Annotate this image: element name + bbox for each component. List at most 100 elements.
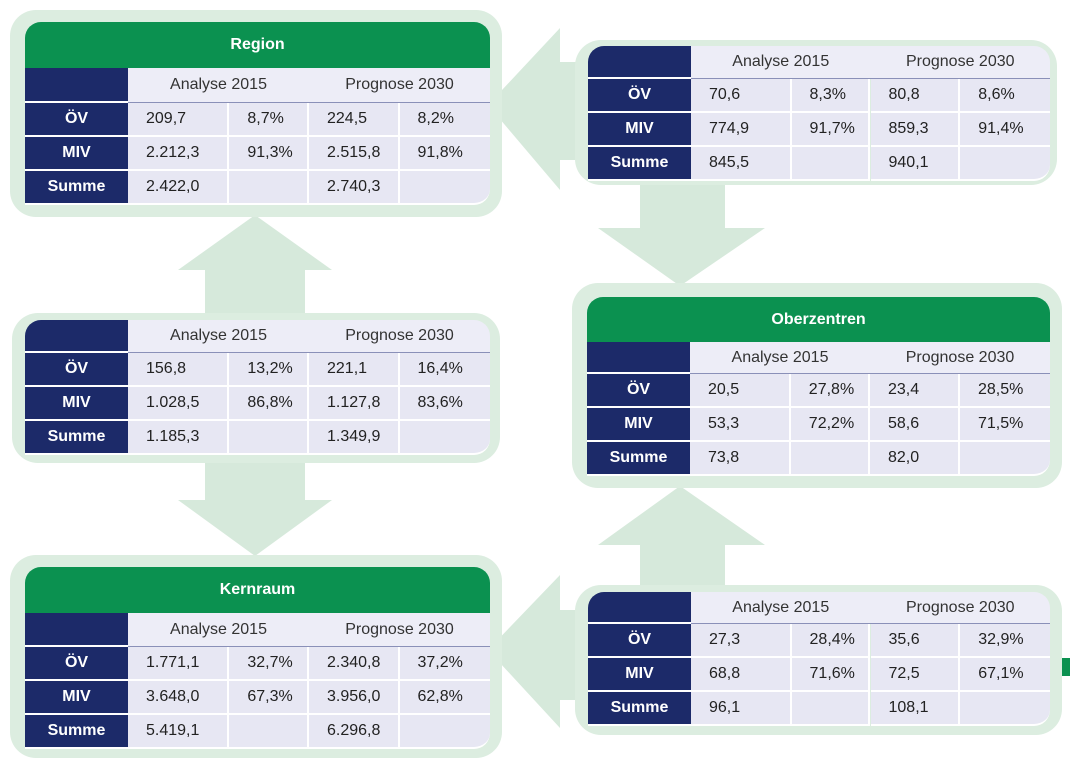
cell: 156,8	[128, 353, 230, 387]
cell: 28,4%	[791, 624, 871, 658]
row-label: Summe	[25, 421, 128, 455]
row-label: Summe	[25, 171, 128, 205]
column-header: Analyse 2015	[690, 342, 870, 374]
row-label: Summe	[587, 442, 690, 476]
cell	[229, 715, 309, 749]
cell: 8,6%	[960, 79, 1050, 113]
arrow-to-oberzentren-top	[598, 170, 765, 286]
cell: 32,9%	[960, 624, 1050, 658]
table-title: Region	[25, 22, 490, 68]
cell: 82,0	[870, 442, 960, 476]
column-header: Prognose 2030	[309, 68, 490, 103]
cell: 67,3%	[229, 681, 309, 715]
row-label: ÖV	[25, 103, 128, 137]
label-column	[587, 342, 690, 374]
cell: 2.740,3	[309, 171, 400, 205]
cell: 86,8%	[229, 387, 309, 421]
cell	[791, 692, 871, 726]
cell: 1.349,9	[309, 421, 400, 455]
cell: 27,3	[691, 624, 792, 658]
cell: 73,8	[690, 442, 791, 476]
column-header: Analyse 2015	[691, 46, 871, 79]
cell: 1.771,1	[128, 647, 230, 681]
cell: 1.028,5	[128, 387, 230, 421]
arrow-to-oberzentren-bottom	[598, 486, 765, 600]
cell: 28,5%	[960, 374, 1050, 408]
cell: 1.127,8	[309, 387, 400, 421]
cell	[791, 147, 871, 181]
cell: 62,8%	[399, 681, 490, 715]
cell	[399, 715, 490, 749]
column-header: Prognose 2030	[870, 46, 1050, 79]
cell: 27,8%	[790, 374, 870, 408]
row-label: MIV	[25, 137, 128, 171]
cell: 221,1	[309, 353, 400, 387]
cell: 8,7%	[229, 103, 309, 137]
cell	[960, 147, 1050, 181]
label-column	[588, 46, 691, 79]
row-label: Summe	[25, 715, 128, 749]
column-header: Analyse 2015	[128, 320, 309, 353]
column-header: Analyse 2015	[691, 592, 871, 624]
cell: 32,7%	[229, 647, 309, 681]
row-label: ÖV	[588, 624, 691, 658]
cell: 209,7	[128, 103, 230, 137]
cell	[960, 442, 1050, 476]
cell: 68,8	[691, 658, 792, 692]
row-label: Summe	[588, 147, 691, 181]
row-label: MIV	[587, 408, 690, 442]
cell: 3.648,0	[128, 681, 230, 715]
cell: 940,1	[870, 147, 961, 181]
row-label: ÖV	[588, 79, 691, 113]
cell	[790, 442, 870, 476]
cell: 91,7%	[791, 113, 871, 147]
row-label: MIV	[588, 113, 691, 147]
column-header: Prognose 2030	[309, 320, 490, 353]
cell: 58,6	[870, 408, 960, 442]
cell: 224,5	[309, 103, 400, 137]
cell	[229, 421, 309, 455]
row-label: MIV	[588, 658, 691, 692]
cell: 35,6	[870, 624, 961, 658]
label-column	[588, 592, 691, 624]
label-column	[25, 68, 128, 103]
cell: 8,3%	[791, 79, 871, 113]
cell: 3.956,0	[309, 681, 400, 715]
cell: 2.422,0	[128, 171, 230, 205]
row-label: Summe	[588, 692, 691, 726]
row-label: MIV	[25, 681, 128, 715]
cell: 108,1	[870, 692, 961, 726]
cell	[399, 171, 490, 205]
cell: 16,4%	[399, 353, 490, 387]
cell: 8,2%	[399, 103, 490, 137]
label-column	[25, 320, 128, 353]
cell: 774,9	[691, 113, 792, 147]
cell: 1.185,3	[128, 421, 230, 455]
cell: 53,3	[690, 408, 791, 442]
cell	[399, 421, 490, 455]
cell: 5.419,1	[128, 715, 230, 749]
cell: 70,6	[691, 79, 792, 113]
row-label: MIV	[25, 387, 128, 421]
cell: 13,2%	[229, 353, 309, 387]
cell: 37,2%	[399, 647, 490, 681]
cell: 6.296,8	[309, 715, 400, 749]
cell: 96,1	[691, 692, 792, 726]
column-header: Prognose 2030	[870, 342, 1050, 374]
cell: 71,5%	[960, 408, 1050, 442]
cell: 91,3%	[229, 137, 309, 171]
cell: 20,5	[690, 374, 791, 408]
cell: 72,5	[870, 658, 961, 692]
cell: 72,2%	[790, 408, 870, 442]
cell: 859,3	[870, 113, 961, 147]
table-title: Kernraum	[25, 567, 490, 613]
cell: 91,4%	[960, 113, 1050, 147]
cell	[960, 692, 1050, 726]
cell: 23,4	[870, 374, 960, 408]
cell: 845,5	[691, 147, 792, 181]
label-column	[25, 613, 128, 647]
cell	[229, 171, 309, 205]
row-label: ÖV	[25, 647, 128, 681]
cell: 2.212,3	[128, 137, 230, 171]
